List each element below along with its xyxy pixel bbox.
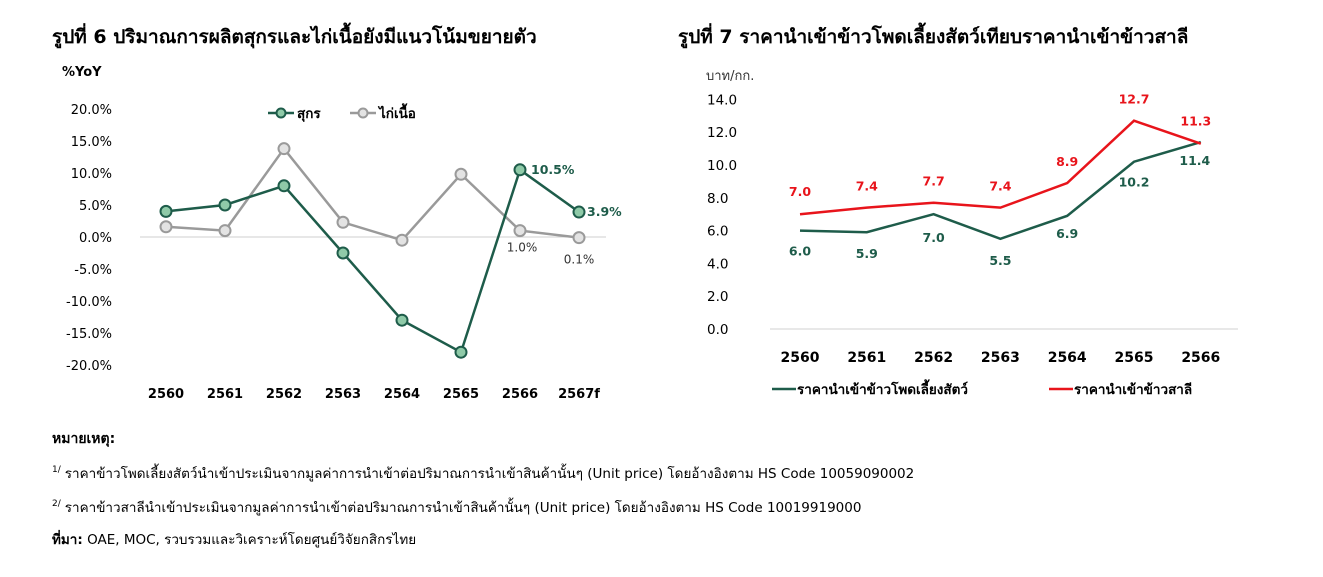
chart1-ytick: -10.0% <box>66 295 112 310</box>
chart2-series-line <box>799 140 1202 241</box>
chart2-xtick: 2563 <box>981 350 1020 366</box>
chart2-data-label: 6.0 <box>789 244 811 259</box>
chart1-xtick: 2564 <box>384 387 420 402</box>
chart1-point <box>513 224 527 238</box>
chart1-ytick: -20.0% <box>66 359 112 374</box>
note-1-mark: 1/ <box>52 465 61 475</box>
source-label: ที่มา: <box>52 532 83 548</box>
chart1-xtick: 2565 <box>443 387 479 402</box>
chart2-ytick: 6.0 <box>707 224 728 240</box>
chart2-data-label: 10.2 <box>1119 175 1150 190</box>
chart1-series-line <box>165 167 580 355</box>
chart1-title: รูปที่ 6 ปริมาณการผลิตสุกรและไก่เนื้อยัง… <box>52 26 537 48</box>
chart1-data-label: 10.5% <box>531 162 575 177</box>
chart1-point <box>336 215 350 229</box>
chart1-data-label: 3.9% <box>587 204 622 219</box>
chart1-ytick: 0.0% <box>79 231 112 246</box>
chart1-ytick: -15.0% <box>66 327 112 342</box>
chart2-plot: บาท/กก. 14.0 12.0 10.0 8.0 6.0 4.0 2.0 0.0 2560 25… <box>706 69 1238 398</box>
chart2-xtick: 2565 <box>1115 350 1154 366</box>
chart1-xtick: 2561 <box>207 387 243 402</box>
chart2-ytick: 4.0 <box>707 256 728 272</box>
chart1-point <box>277 179 291 193</box>
chart2-data-label: 7.4 <box>856 179 878 194</box>
chart2-data-label: 11.3 <box>1180 114 1211 129</box>
chart2-series-line <box>799 119 1202 216</box>
chart1-xtick: 2562 <box>266 387 302 402</box>
chart1-point <box>159 204 173 218</box>
chart2-xtick: 2564 <box>1048 350 1087 366</box>
note-2: 2/ราคาข้าวสาลีนำเข้าประเมินจากมูลค่าการน… <box>52 496 861 518</box>
chart2-data-label: 7.7 <box>923 174 945 189</box>
chart1-legend-label: ไก่เนื้อ <box>377 103 416 122</box>
source-text: OAE, MOC, รวบรวมและวิเคราะห์โดยศูนย์วิจั… <box>87 532 417 548</box>
chart2-ytick: 0.0 <box>707 322 728 338</box>
chart1-ytick: 15.0% <box>71 135 112 150</box>
source-note: ที่มา: OAE, MOC, รวบรวมและวิเคราะห์โดยศู… <box>52 528 416 550</box>
chart2-legend-label: ราคานำเข้าข้าวโพดเลี้ยงสัตว์ <box>797 379 968 398</box>
chart2-ytick: 2.0 <box>707 289 728 305</box>
chart1-point <box>572 231 586 245</box>
chart1-plot: %YoY 20.0% 15.0% 10.0% 5.0% 0.0% -5.0% -10.0% -1… <box>62 65 622 402</box>
chart1-ytick: 10.0% <box>71 167 112 182</box>
chart2-data-label: 5.9 <box>856 246 878 261</box>
chart2-data-label: 12.7 <box>1119 92 1150 107</box>
chart1-xtick: 2566 <box>502 387 538 402</box>
chart2-xtick: 2566 <box>1181 350 1220 366</box>
chart2-data-label: 7.4 <box>989 179 1011 194</box>
chart2-data-label: 5.5 <box>989 253 1011 268</box>
chart1-xtick: 2560 <box>148 387 184 402</box>
chart2-ytick: 12.0 <box>707 125 737 141</box>
chart1-legend-label: สุกร <box>297 106 321 122</box>
note-2-text: ราคาข้าวสาลีนำเข้าประเมินจากมูลค่าการนำเ… <box>64 500 862 516</box>
chart1-data-label: 1.0% <box>507 241 538 255</box>
chart1-point <box>513 163 527 177</box>
chart1-data-label: 0.1% <box>564 253 595 267</box>
chart1-ylabel: %YoY <box>62 65 102 80</box>
chart1-point <box>454 167 468 181</box>
note-1-text: ราคาข้าวโพดเลี้ยงสัตว์นำเข้าประเมินจากมู… <box>64 466 915 482</box>
chart2-ylabel: บาท/กก. <box>706 69 754 84</box>
chart1-xtick: 2563 <box>325 387 361 402</box>
chart2-ytick: 8.0 <box>707 191 728 207</box>
chart2-ytick: 14.0 <box>707 92 737 108</box>
chart1-point <box>454 345 468 359</box>
chart2-data-label: 6.9 <box>1056 226 1078 241</box>
chart1-legend-marker <box>357 107 369 119</box>
chart2-data-label: 8.9 <box>1056 154 1078 169</box>
chart1-ytick: 20.0% <box>71 103 112 118</box>
chart1-point <box>395 313 409 327</box>
chart2-xtick: 2562 <box>914 350 953 366</box>
chart2-legend-label: ราคานำเข้าข้าวสาลี <box>1074 382 1192 398</box>
chart1-ytick: -5.0% <box>74 263 112 278</box>
note-2-mark: 2/ <box>52 499 61 509</box>
chart2-title: รูปที่ 7 ราคานำเข้าข้าวโพดเลี้ยงสัตว์เที… <box>678 26 1189 48</box>
chart1-ytick: 5.0% <box>79 199 112 214</box>
chart2-data-label: 7.0 <box>789 184 811 199</box>
chart1-point <box>277 142 291 156</box>
note-1: 1/ราคาข้าวโพดเลี้ยงสัตว์นำเข้าประเมินจาก… <box>52 462 914 484</box>
chart2-ytick: 10.0 <box>707 158 737 174</box>
notes-heading: หมายเหตุ: <box>52 431 116 447</box>
chart1-point <box>218 198 232 212</box>
chart2-xtick: 2560 <box>781 350 820 366</box>
chart1-point <box>336 246 350 260</box>
chart1-point <box>159 220 173 234</box>
chart2-xtick: 2561 <box>847 350 886 366</box>
chart1-point <box>218 224 232 238</box>
chart2-data-label: 11.4 <box>1179 153 1210 168</box>
chart1-point <box>395 233 409 247</box>
chart1-legend-marker <box>275 107 287 119</box>
chart1-xtick: 2567f <box>558 387 600 402</box>
chart1-series-line <box>165 146 580 242</box>
chart1-point <box>572 205 586 219</box>
chart2-data-label: 7.0 <box>923 230 945 245</box>
